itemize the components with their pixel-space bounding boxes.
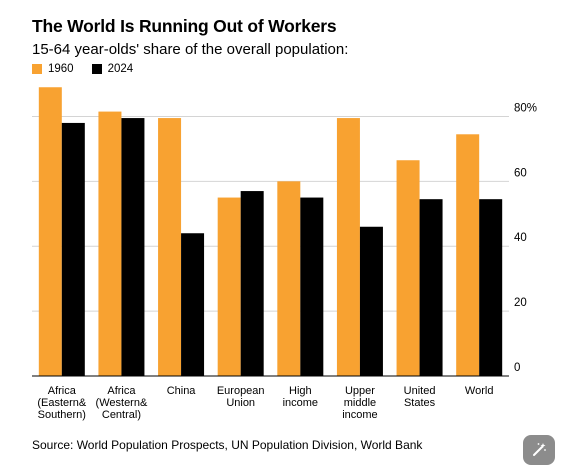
x-tick-label-6-0: United	[404, 385, 436, 397]
x-tick-label-0-2: Southern)	[38, 409, 86, 421]
x-tick-label-0-1: (Eastern&	[37, 397, 87, 409]
x-tick-label-5-1: middle	[344, 397, 376, 409]
y-tick-label-80: 80%	[514, 102, 537, 114]
bar-1960-3	[217, 197, 241, 376]
legend-swatch-1960	[32, 64, 42, 74]
legend: 1960 2024	[32, 63, 151, 75]
x-tick-label-0-0: Africa	[48, 385, 77, 397]
x-tick-label-6-1: States	[404, 397, 436, 409]
legend-item-1960: 1960	[32, 63, 74, 75]
x-tick-label-4-1: income	[283, 397, 318, 409]
chart-subtitle: 15-64 year-olds' share of the overall po…	[32, 41, 349, 58]
bar-2024-6	[419, 199, 443, 376]
bar-2024-2	[181, 233, 205, 376]
x-tick-label-1-2: Central)	[102, 409, 141, 421]
x-tick-label-1-1: (Western&	[96, 397, 148, 409]
bar-2024-0	[61, 122, 85, 376]
x-tick-label-4-0: High	[289, 385, 312, 397]
x-tick-label-3-1: Union	[226, 397, 255, 409]
x-tick-label-1-0: Africa	[107, 385, 136, 397]
bar-1960-1	[98, 111, 122, 377]
bar-2024-1	[121, 118, 145, 377]
y-tick-label-40: 40	[514, 232, 527, 244]
bar-chart: 020406080%Africa(Eastern&Southern)Africa…	[32, 87, 537, 421]
y-tick-label-60: 60	[514, 167, 527, 179]
x-tick-label-5-2: income	[342, 409, 377, 421]
magic-wand-button[interactable]	[523, 435, 555, 465]
x-tick-label-7-0: World	[465, 385, 494, 397]
bar-1960-4	[277, 181, 301, 376]
x-tick-label-3-0: European	[217, 385, 265, 397]
x-tick-label-5-0: Upper	[345, 385, 375, 397]
bar-2024-3	[240, 191, 264, 376]
bar-1960-0	[38, 87, 62, 376]
bar-1960-7	[456, 134, 480, 376]
x-tick-label-2-0: China	[167, 385, 197, 397]
y-tick-label-0: 0	[514, 362, 520, 374]
bar-1960-2	[158, 118, 182, 377]
bar-1960-5	[336, 118, 360, 377]
chart-title: The World Is Running Out of Workers	[32, 16, 337, 36]
bar-2024-4	[300, 197, 324, 376]
bar-1960-6	[396, 160, 420, 376]
legend-item-2024: 2024	[91, 63, 134, 75]
y-tick-label-20: 20	[514, 297, 527, 309]
legend-label-1960: 1960	[48, 63, 74, 75]
magic-wand-icon	[533, 443, 546, 456]
legend-swatch-2024	[91, 64, 102, 74]
bar-2024-5	[359, 226, 383, 376]
legend-label-2024: 2024	[107, 63, 134, 75]
source-note: Source: World Population Prospects, UN P…	[32, 438, 423, 452]
bar-2024-7	[479, 199, 503, 376]
